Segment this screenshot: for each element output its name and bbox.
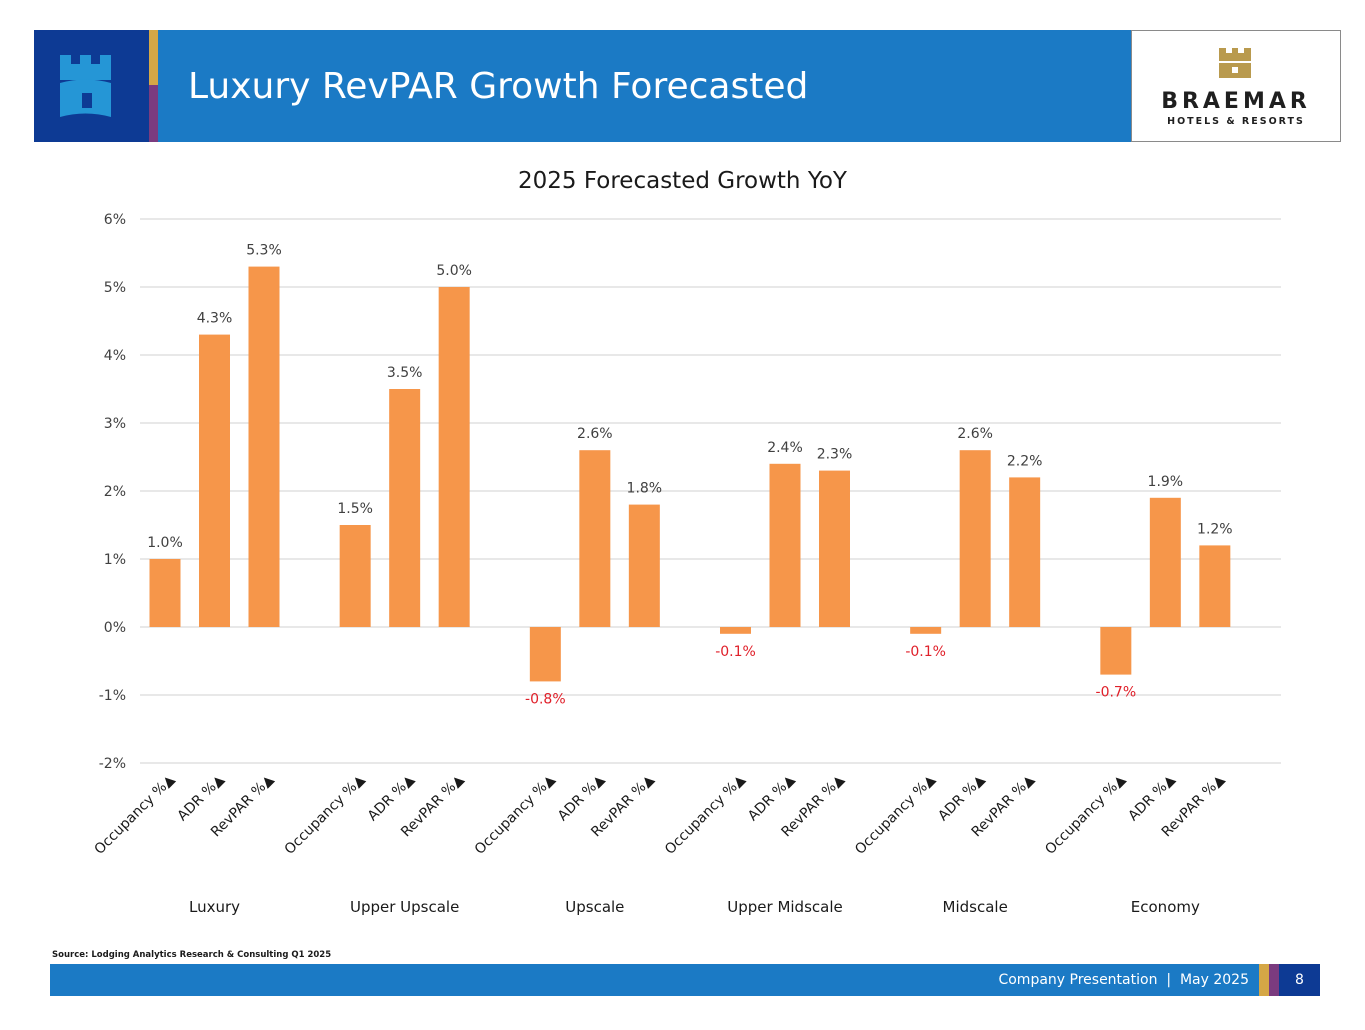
bar <box>339 525 371 627</box>
data-label: 1.5% <box>337 501 373 517</box>
footer-accent-gold <box>1259 964 1269 996</box>
source-note: Source: Lodging Analytics Research & Con… <box>52 950 332 960</box>
bar <box>1100 627 1132 675</box>
bar <box>1009 477 1041 627</box>
bar <box>1199 545 1231 627</box>
data-label: 1.0% <box>147 535 183 551</box>
brand-logo: BRAEMAR HOTELS & RESORTS <box>1131 30 1341 142</box>
y-tick-label: 5% <box>104 280 126 296</box>
data-label: 3.5% <box>387 365 423 381</box>
footer-band: Company Presentation | May 2025 <box>50 964 1259 996</box>
data-label: 1.9% <box>1148 474 1184 490</box>
data-label: 2.6% <box>957 426 993 442</box>
data-label: 5.3% <box>246 243 282 259</box>
slide-header: Luxury RevPAR Growth Forecasted BRAEMAR … <box>34 30 1341 142</box>
bar <box>819 470 850 627</box>
slide-title: Luxury RevPAR Growth Forecasted <box>188 66 809 107</box>
bar-chart: -2% -1% 0% 1% 2% 3% 4% 5% 6% 1.0% Occupancy %▲ 4.3%… <box>91 212 1281 916</box>
group-label: Upper Midscale <box>727 898 842 916</box>
y-tick-label: 2% <box>104 484 126 500</box>
data-label: 5.0% <box>436 263 472 279</box>
data-label: 2.2% <box>1007 453 1043 469</box>
group-label: Midscale <box>943 898 1008 916</box>
title-band: Luxury RevPAR Growth Forecasted <box>158 30 1131 142</box>
bar <box>389 389 421 627</box>
bar <box>149 559 181 627</box>
y-tick-label: 6% <box>104 212 126 228</box>
group-label: Upper Upscale <box>350 898 459 916</box>
page-number: 8 <box>1279 964 1320 996</box>
category-label: Occupancy %▲ <box>91 771 178 858</box>
bar <box>199 334 230 627</box>
bar <box>248 266 280 627</box>
castle-tower-icon <box>60 55 111 117</box>
data-label: 2.4% <box>767 440 803 456</box>
data-label: -0.7% <box>1096 685 1137 701</box>
group-label: Upscale <box>565 898 624 916</box>
bar <box>910 627 942 634</box>
company-logo <box>34 30 149 142</box>
bar <box>959 450 991 627</box>
data-label: -0.1% <box>905 644 946 660</box>
data-label: -0.8% <box>525 691 566 707</box>
y-tick-label: -1% <box>99 688 126 704</box>
footer-text: Company Presentation | May 2025 <box>998 972 1249 988</box>
category-label: Occupancy %▲ <box>852 771 939 858</box>
footer-accent-purple <box>1269 964 1279 996</box>
data-label: 1.8% <box>627 481 663 497</box>
accent-stripe-purple <box>149 85 158 142</box>
category-label: Occupancy %▲ <box>662 771 749 858</box>
data-label: -0.1% <box>715 644 756 660</box>
y-tick-label: 4% <box>104 348 126 364</box>
data-label: 1.2% <box>1197 521 1233 537</box>
category-label: Occupancy %▲ <box>282 771 369 858</box>
brand-name: BRAEMAR <box>1161 89 1311 114</box>
group-label: Luxury <box>189 898 240 916</box>
brand-tagline: HOTELS & RESORTS <box>1167 116 1305 127</box>
y-tick-label: 3% <box>104 416 126 432</box>
bar <box>1149 497 1181 627</box>
category-label: Occupancy %▲ <box>1042 771 1129 858</box>
brand-castle-icon <box>1219 48 1251 78</box>
data-label: 2.6% <box>577 426 613 442</box>
data-label: 4.3% <box>197 311 233 327</box>
bar <box>720 627 751 634</box>
y-tick-label: 0% <box>104 620 126 636</box>
y-tick-label: 1% <box>104 552 126 568</box>
category-label: Occupancy %▲ <box>472 771 559 858</box>
chart-title: 2025 Forecasted Growth YoY <box>518 168 847 194</box>
data-label: 2.3% <box>817 447 853 463</box>
bar <box>529 627 561 682</box>
accent-stripe-gold <box>149 30 158 85</box>
bar <box>628 504 660 627</box>
y-tick-label: -2% <box>99 756 126 772</box>
group-label: Economy <box>1131 898 1200 916</box>
bar <box>769 463 801 627</box>
bar <box>579 450 611 627</box>
bar <box>438 287 470 627</box>
